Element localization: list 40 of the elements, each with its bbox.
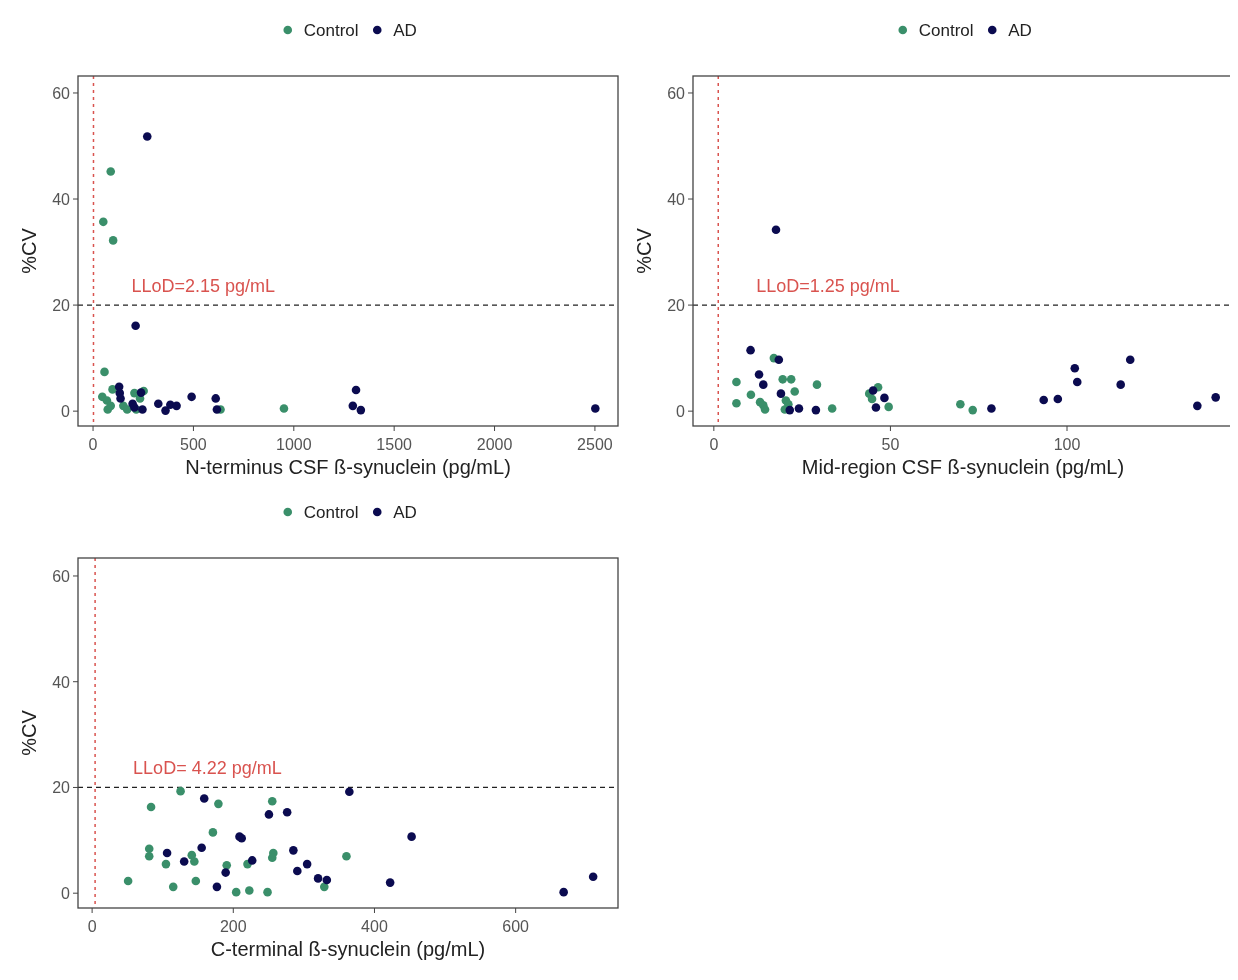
legend-label: Control	[303, 21, 359, 40]
x-tick-label: 50	[881, 436, 900, 453]
x-axis-title: Mid-region CSF ß-synuclein (pg/mL)	[801, 456, 1125, 478]
y-tick-label: 40	[52, 673, 71, 691]
y-tick-label: 0	[61, 885, 71, 903]
x-tick-label: 2000	[476, 436, 513, 453]
y-tick-label: 20	[52, 779, 71, 797]
y-tick-label: 20	[52, 297, 71, 315]
y-tick-label: 60	[667, 84, 686, 102]
x-tick-label: 0	[87, 918, 97, 935]
ref-line-label: LLoD=1.25 pg/mL	[756, 276, 900, 296]
legend-label: AD	[1008, 21, 1032, 40]
ref-line-label: LLoD=2.15 pg/mL	[131, 276, 276, 296]
legend-label: AD	[393, 503, 417, 522]
x-tick-label: 500	[180, 436, 207, 453]
y-axis-title: %CV	[18, 227, 40, 274]
legend-label: AD	[393, 21, 417, 40]
legend-label: Control	[918, 21, 974, 40]
y-tick-label: 40	[667, 191, 686, 209]
ref-line-label: LLoD= 4.22 pg/mL	[133, 758, 282, 778]
y-tick-label: 40	[52, 191, 71, 209]
x-axis-title: N-terminus CSF ß-synuclein (pg/mL)	[185, 456, 511, 478]
y-tick-label: 20	[667, 297, 686, 315]
y-tick-label: 60	[52, 84, 71, 102]
y-axis-title: %CV	[18, 709, 40, 756]
x-tick-label: 600	[502, 918, 530, 935]
x-tick-label: 400	[361, 918, 388, 935]
y-tick-label: 0	[61, 403, 71, 421]
x-tick-label: 2500	[577, 436, 613, 453]
x-tick-label: 200	[219, 918, 247, 935]
x-axis-title: C-terminal ß-synuclein (pg/mL)	[210, 938, 486, 960]
x-tick-label: 1500	[376, 436, 413, 453]
legend-label: Control	[303, 503, 359, 522]
y-tick-label: 0	[676, 403, 686, 421]
x-tick-label: 1000	[276, 436, 312, 453]
y-axis-title: %CV	[633, 227, 655, 274]
x-tick-label: 100	[1053, 436, 1081, 453]
y-tick-label: 60	[52, 567, 71, 585]
x-tick-label: 0	[709, 436, 719, 453]
x-tick-label: 0	[88, 436, 98, 453]
